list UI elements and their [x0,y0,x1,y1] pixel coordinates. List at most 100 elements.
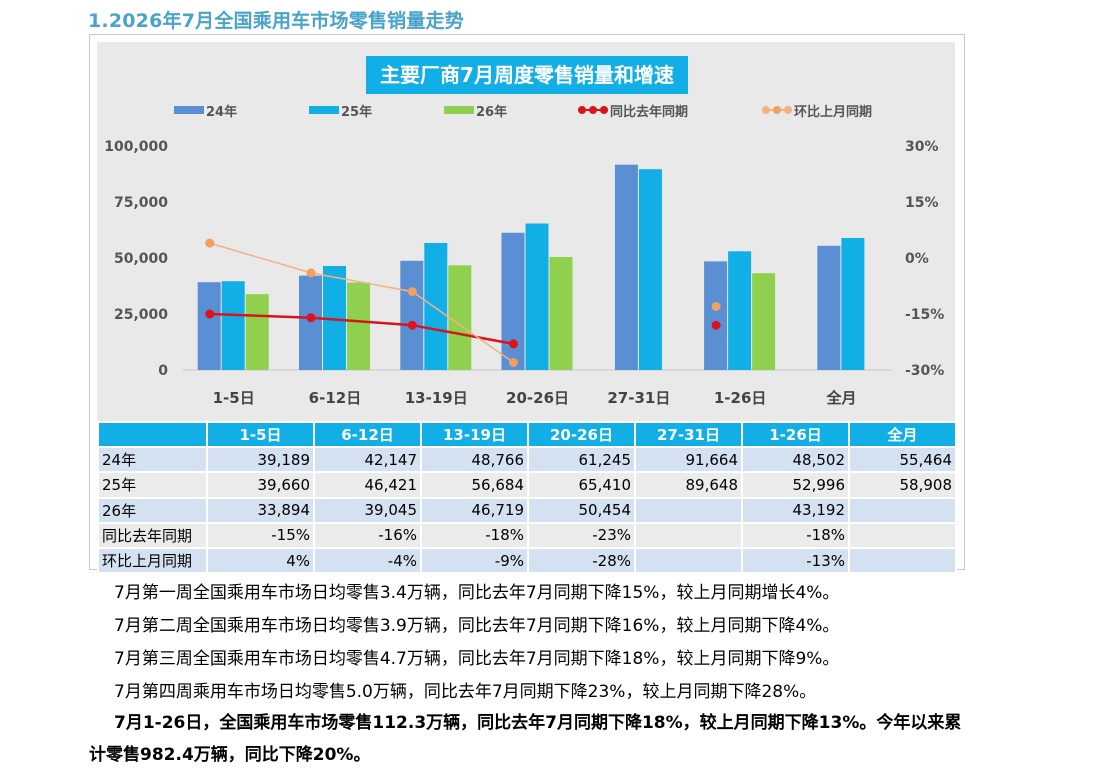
table-cell [848,521,957,549]
table-cell: -18% [420,521,529,549]
y-right-tick-label: 15% [905,195,939,211]
y-left-tick-label: 0 [158,363,168,379]
legend-item-mom: 环比上月同期 [762,101,873,120]
table-row-label: 同比去年同期 [97,521,208,549]
bar-24年 [197,282,221,370]
bar-25年 [323,266,346,370]
table-header-cell [97,420,208,449]
table-row-label: 24年 [97,446,208,474]
table-cell: 33,894 [206,496,315,524]
legend-item-25: 25年 [309,101,373,120]
bar-25年 [424,243,448,370]
legend-label-25: 25年 [341,104,373,120]
table-header-cell: 全月 [848,420,957,449]
legend-swatch-25 [309,106,339,114]
table-row-label: 环比上月同期 [97,546,208,575]
x-tick-label: 13-19日 [405,389,468,407]
bar-25年 [728,251,752,370]
table-header-cell: 27-31日 [634,420,743,449]
table-row: 25年 39,660 46,421 56,684 65,410 89,648 5… [97,471,957,499]
x-tick-label: 全月 [825,389,856,407]
bar-24年 [614,164,638,370]
legend-label-yoy: 同比去年同期 [610,104,689,120]
legend-item-yoy: 同比去年同期 [578,101,689,120]
data-table: 1-5日 6-12日 13-19日 20-26日 27-31日 1-26日 全月… [97,420,957,575]
x-tick-label: 20-26日 [506,389,569,407]
table-row: 环比上月同期 4% -4% -9% -28% -13% [97,546,957,575]
section-heading: 1.2026年7月全国乘用车市场零售销量走势 [88,10,464,32]
table-cell [634,496,743,524]
bar-26年 [347,282,370,370]
legend-line-mom [762,103,792,117]
table-header-row: 1-5日 6-12日 13-19日 20-26日 27-31日 1-26日 全月 [97,420,957,449]
table-cell: -16% [313,521,422,549]
summary-paragraph-bold: 7月1-26日，全国乘用车市场零售112.3万辆，同比去年7月同期下降18%，较… [114,713,962,733]
line-环比上月同期 [209,242,514,364]
table-cell: 89,648 [634,471,743,499]
table-cell: 42,147 [313,446,422,474]
x-tick-label: 27-31日 [607,389,670,407]
table-row: 26年 33,894 39,045 46,719 50,454 43,192 [97,496,957,524]
y-right-tick-label: -15% [905,307,944,323]
x-tick-label: 6-12日 [309,389,362,407]
table-cell: 39,045 [313,496,422,524]
bar-24年 [501,232,525,370]
table-cell: 58,908 [848,471,957,499]
table-cell: -9% [420,546,529,575]
point-环比上月同期 [509,358,518,367]
summary-paragraph: 7月第三周全国乘用车市场日均零售4.7万辆，同比去年7月同期下降18%，较上月同… [114,649,840,669]
y-right-tick-label: -30% [905,363,944,379]
table-cell: 91,664 [634,446,743,474]
legend-label-24: 24年 [206,104,238,120]
table-cell: 39,660 [206,471,315,499]
summary-paragraph: 7月第一周全国乘用车市场日均零售3.4万辆，同比去年7月同期下降15%，较上月同… [114,583,840,603]
table-cell: 46,421 [313,471,422,499]
table-cell: 55,464 [848,446,957,474]
table-cell: 61,245 [527,446,636,474]
bar-26年 [245,294,269,370]
point-环比上月同期 [407,287,417,297]
table-header-cell: 1-26日 [741,420,850,449]
table-cell [848,546,957,575]
bar-25年 [841,238,865,370]
bar-26年 [752,273,776,370]
bar-25年 [638,169,662,370]
bar-24年 [817,245,841,370]
table-row: 同比去年同期 -15% -16% -18% -23% -18% [97,521,957,549]
table-cell: 65,410 [527,471,636,499]
table-cell: 4% [206,546,315,575]
legend-line-yoy [578,103,608,117]
table-header-cell: 6-12日 [313,420,422,449]
table-cell: 56,684 [420,471,529,499]
legend-label-26: 26年 [476,104,508,120]
table-cell: 43,192 [741,496,850,524]
y-left-tick-label: 25,000 [114,307,168,323]
y-left-tick-label: 75,000 [114,195,168,211]
bar-25年 [221,281,245,370]
point-环比上月同期 [711,302,721,311]
point-环比上月同期 [205,238,215,248]
table-cell [634,546,743,575]
table-cell [634,521,743,549]
summary-paragraph-bold: 计零售982.4万辆，同比下降20%。 [89,745,371,765]
table-cell: 52,996 [741,471,850,499]
table-cell: -15% [206,521,315,549]
table-cell: 48,766 [420,446,529,474]
x-tick-label: 1-5日 [213,389,255,407]
table-cell: -28% [527,546,636,575]
bar-25年 [525,223,549,370]
line-同比去年同期 [209,312,514,346]
legend-item-24: 24年 [174,101,238,120]
table-header-cell: 1-5日 [206,420,315,449]
bar-24年 [704,261,728,370]
chart-title: 主要厂商7月周度零售销量和增速 [366,56,688,94]
table-cell: 39,189 [206,446,315,474]
legend-label-mom: 环比上月同期 [794,104,873,120]
point-同比去年同期 [509,339,518,349]
bar-24年 [299,275,322,370]
x-tick-label: 1-26日 [714,389,767,407]
point-环比上月同期 [306,268,316,278]
table-header-cell: 13-19日 [420,420,529,449]
legend-swatch-26 [444,106,474,114]
bar-24年 [400,260,424,370]
